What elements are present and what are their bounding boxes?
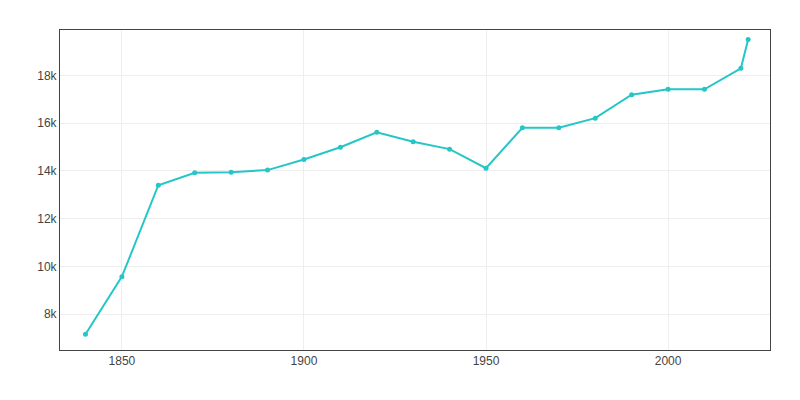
svg-text:2000: 2000 [655, 354, 682, 368]
svg-text:14k: 14k [37, 164, 57, 178]
svg-text:12k: 12k [37, 212, 57, 226]
svg-text:8k: 8k [44, 307, 58, 321]
svg-text:1950: 1950 [473, 354, 500, 368]
svg-text:18k: 18k [37, 69, 57, 83]
svg-text:16k: 16k [37, 116, 57, 130]
svg-text:10k: 10k [37, 260, 57, 274]
svg-text:1900: 1900 [291, 354, 318, 368]
svg-text:1850: 1850 [109, 354, 136, 368]
